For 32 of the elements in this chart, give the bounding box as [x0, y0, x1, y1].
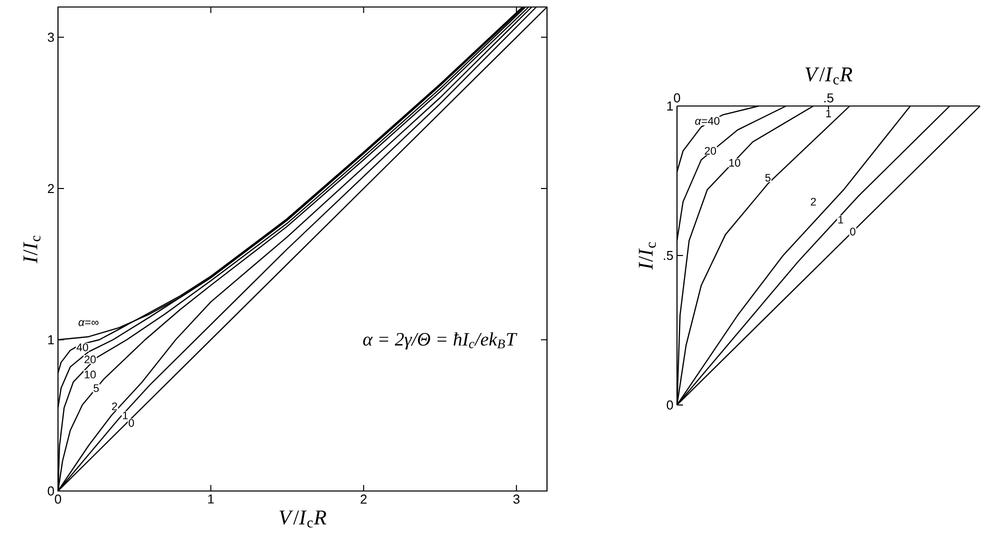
y-axis-title: I/I$_{c}$ [23, 236, 40, 264]
x-axis-title: V/I$_{c}$R [280, 510, 326, 528]
y-tick-label: 1 [48, 335, 54, 344]
annotation: 1 [838, 216, 844, 224]
annotation: 20 [704, 146, 716, 155]
annotation: 20 [84, 356, 96, 364]
annotation: 5 [94, 384, 99, 392]
annotation: 2 [810, 198, 816, 206]
y-tick-label: 3 [48, 32, 54, 42]
annotation: α=∞ [78, 320, 98, 326]
y-tick-label: 0 [666, 400, 673, 410]
x-tick-label: 3 [513, 494, 520, 504]
annotation: 5 [765, 174, 770, 182]
annotation: α=40 [695, 117, 720, 125]
annotation: 40 [76, 343, 88, 352]
annotation: α = 2γ/Θ = ħI$_{c}$/ek$_{B}$T [363, 332, 518, 350]
x-tick-label: 0 [54, 494, 62, 504]
x-tick-label: 1 [208, 494, 214, 504]
annotation: 2 [112, 402, 118, 410]
annotation: 10 [729, 158, 740, 167]
annotation: 10 [84, 370, 96, 378]
x-axis-title: V/I$_{c}$R [806, 67, 852, 84]
annotation: 0 [850, 228, 856, 236]
annotation: 0 [128, 419, 134, 427]
annotation: 1 [826, 110, 832, 118]
y-tick-label: .5 [664, 250, 673, 260]
y-tick-label: 1 [667, 102, 673, 110]
y-tick-label: 0 [48, 486, 54, 496]
y-tick-label: 2 [48, 184, 54, 194]
annotation: 1 [123, 412, 128, 420]
x-tick-label: 2 [360, 494, 367, 504]
y-axis-title: I/I$_{c}$ [638, 242, 656, 270]
